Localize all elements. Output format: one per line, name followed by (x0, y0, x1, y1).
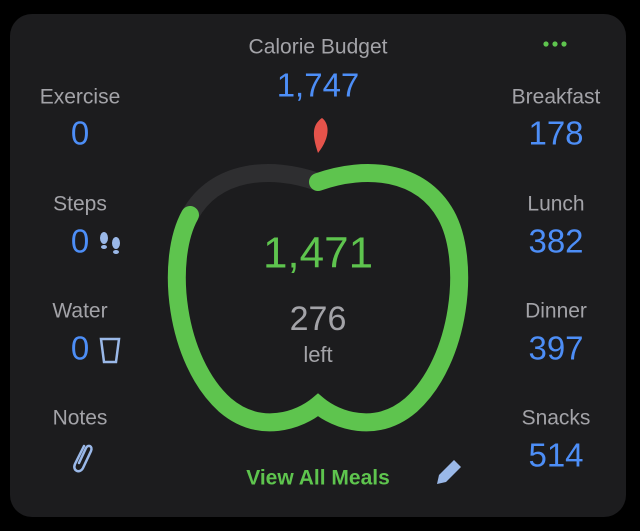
dinner-label: Dinner (525, 300, 587, 323)
budget-title: Calorie Budget (249, 36, 388, 59)
breakfast-value[interactable]: 178 (528, 115, 583, 152)
water-icon (99, 337, 121, 364)
exercise-label: Exercise (40, 86, 121, 109)
notes-label: Notes (53, 407, 108, 430)
water-value[interactable]: 0 (71, 330, 89, 367)
remaining-value: 276 (290, 300, 347, 338)
lunch-value[interactable]: 382 (528, 223, 583, 260)
lunch-label: Lunch (527, 193, 584, 216)
dinner-value[interactable]: 397 (528, 330, 583, 367)
exercise-value[interactable]: 0 (71, 115, 89, 152)
ring-consumed (167, 164, 469, 432)
edit-button[interactable] (437, 460, 461, 484)
view-all-meals-link[interactable]: View All Meals (246, 467, 390, 490)
remaining-label: left (303, 342, 332, 367)
water-label: Water (52, 300, 107, 323)
snacks-value[interactable]: 514 (528, 437, 583, 474)
ring-remaining (181, 164, 327, 224)
consumed-value: 1,471 (263, 229, 373, 278)
menu-button[interactable] (543, 41, 567, 47)
snacks-label: Snacks (522, 407, 591, 430)
notes-icon[interactable] (73, 444, 93, 473)
steps-value[interactable]: 0 (71, 223, 89, 260)
steps-icon (100, 232, 120, 254)
breakfast-label: Breakfast (512, 86, 601, 109)
apple-stem (313, 118, 328, 153)
card (10, 14, 626, 517)
budget-value: 1,747 (277, 67, 360, 104)
steps-label: Steps (53, 193, 107, 216)
